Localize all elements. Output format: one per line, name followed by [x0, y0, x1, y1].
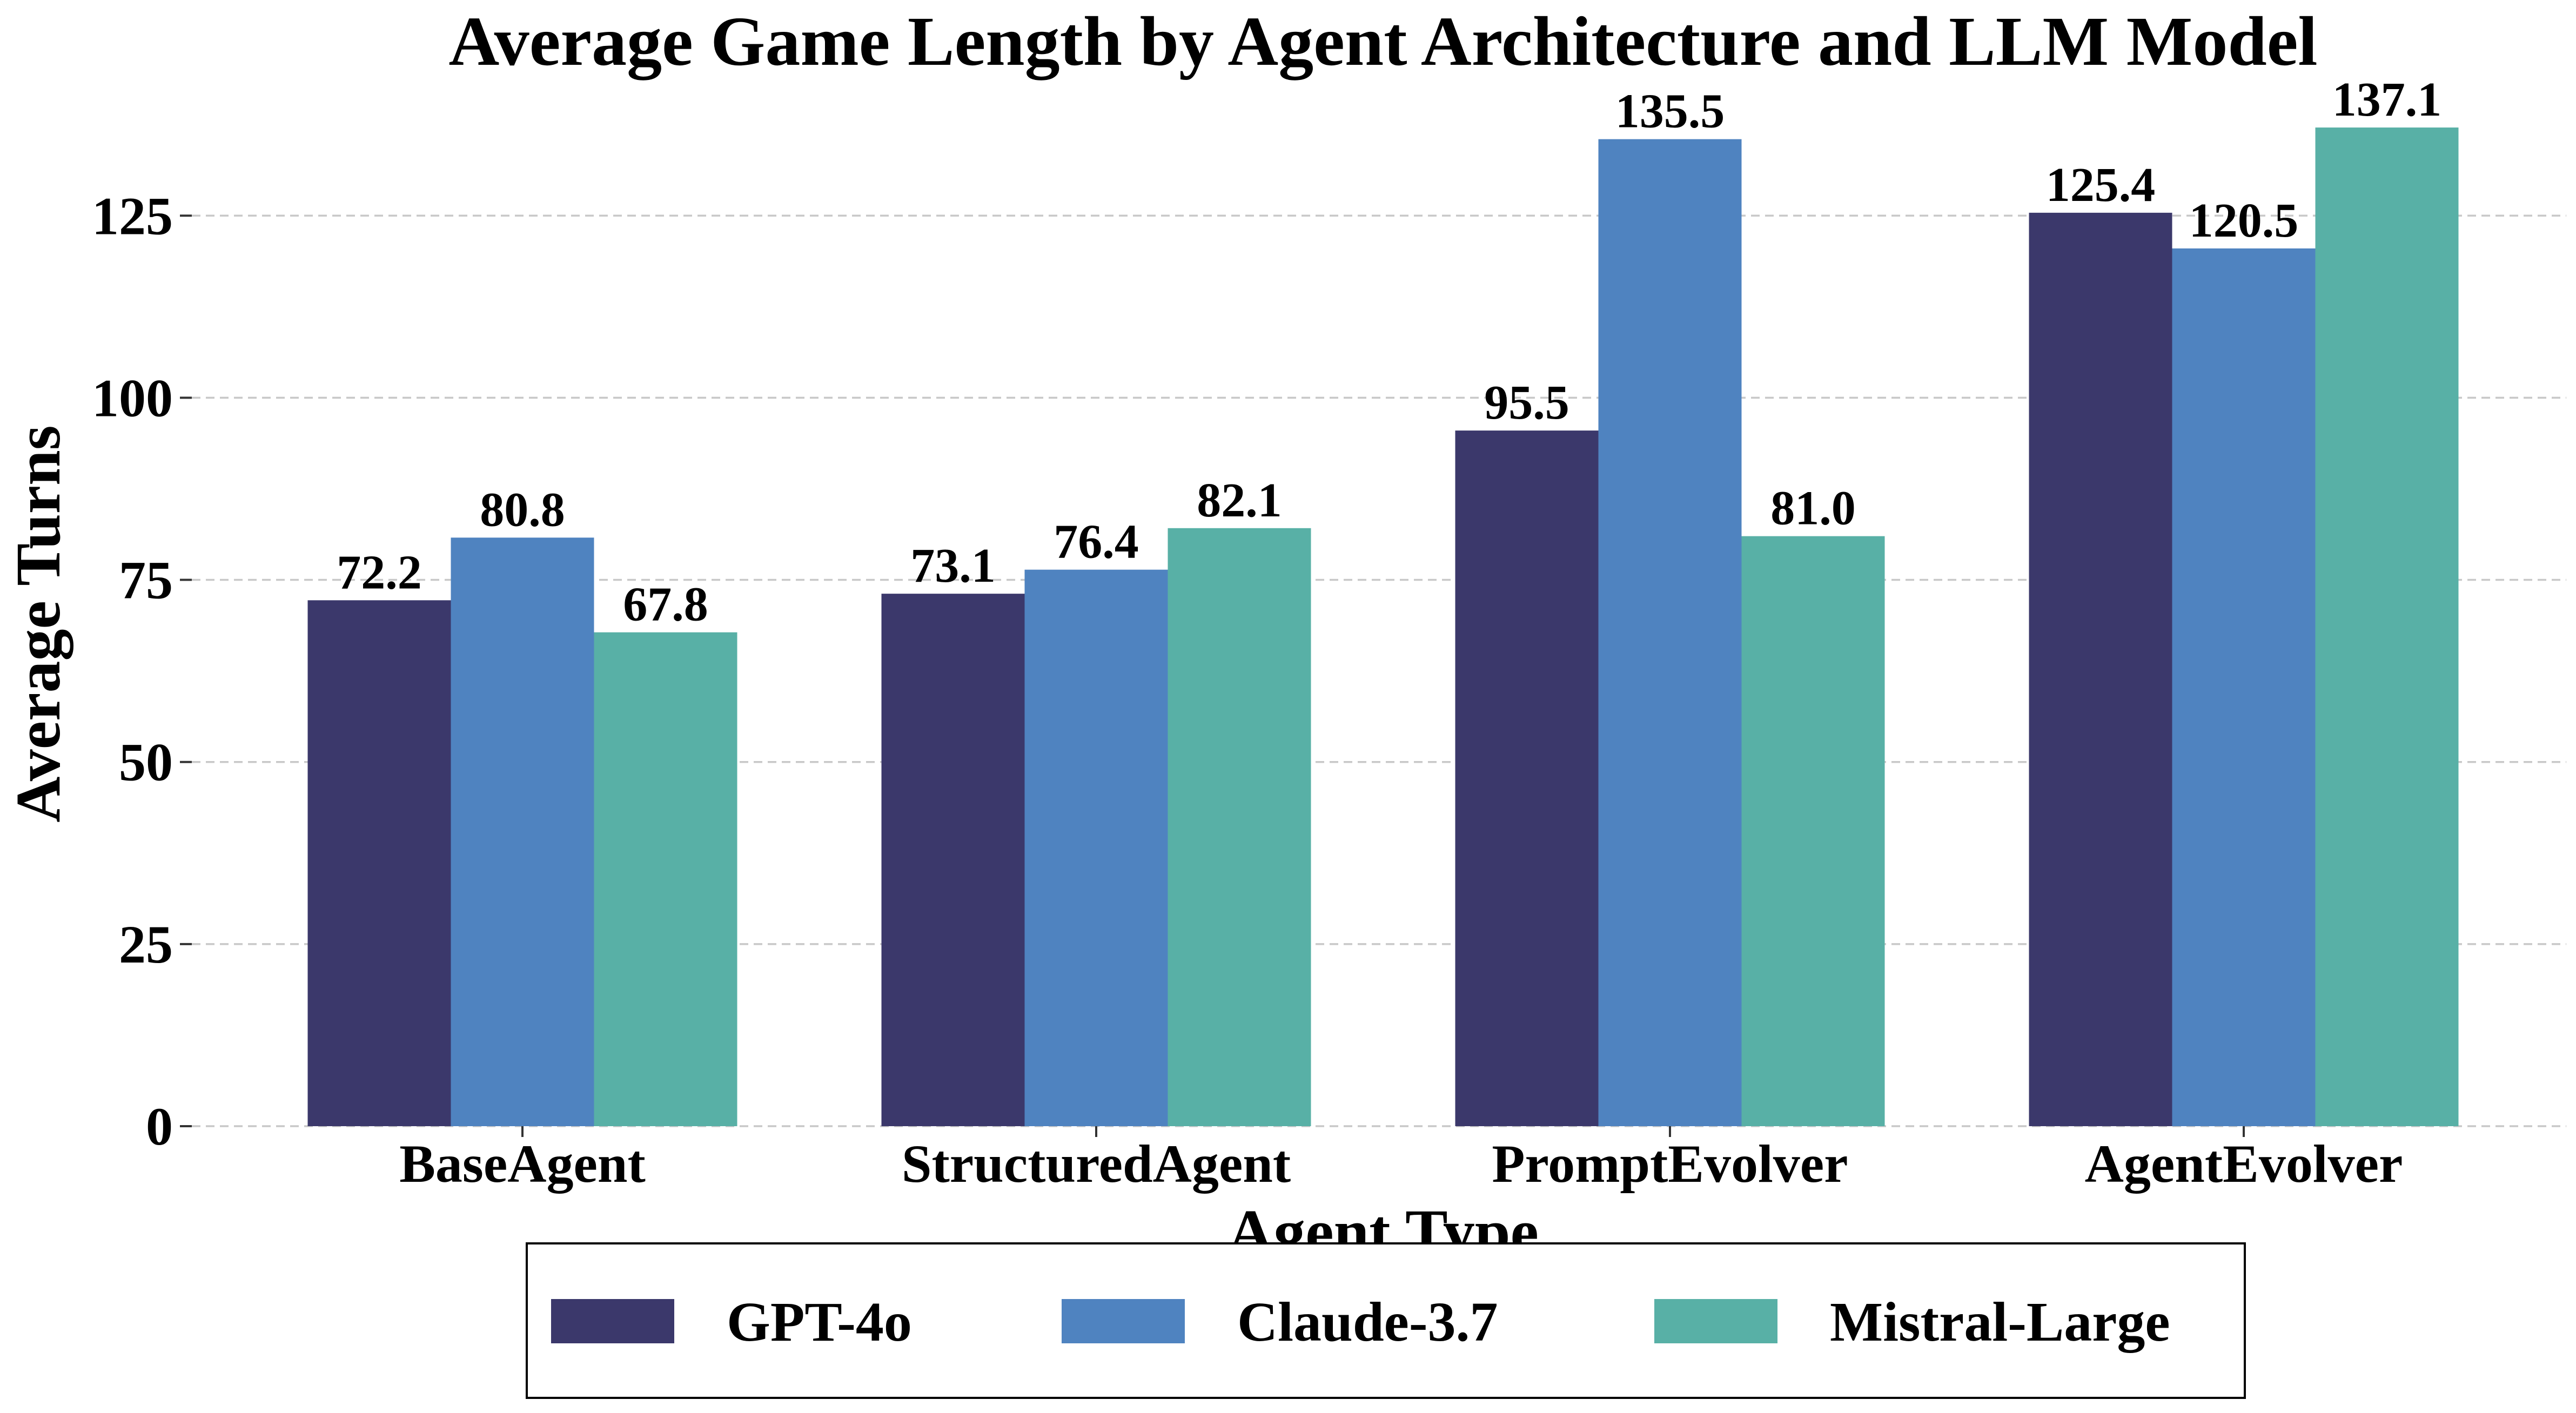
bar-value-label: 76.4	[1054, 515, 1139, 569]
bar	[2315, 127, 2459, 1127]
x-tick-label: StructuredAgent	[902, 1134, 1291, 1194]
bar-value-label: 120.5	[2189, 194, 2299, 247]
bar	[881, 594, 1025, 1126]
bar	[1455, 430, 1599, 1126]
bar-value-label: 67.8	[623, 578, 708, 631]
bar	[1024, 569, 1168, 1126]
legend-label: GPT-4o	[727, 1291, 912, 1353]
chart-title: Average Game Length by Agent Architectur…	[448, 3, 2317, 80]
bar	[451, 537, 594, 1126]
legend-label: Mistral-Large	[1830, 1291, 2170, 1353]
y-tick-label: 125	[92, 186, 173, 246]
y-tick-label: 50	[119, 732, 173, 792]
bar-value-label: 80.8	[480, 483, 565, 536]
x-tick-label: BaseAgent	[399, 1134, 646, 1194]
bar-value-label: 135.5	[1615, 85, 1725, 138]
bar	[594, 632, 737, 1126]
bar	[1168, 528, 1311, 1126]
y-tick-label: 25	[119, 914, 173, 974]
legend-swatch	[1062, 1299, 1185, 1343]
bars	[307, 127, 2459, 1127]
y-tick-label: 0	[146, 1096, 173, 1156]
bar-value-label: 73.1	[910, 539, 996, 593]
y-axis: 0 25 50 75 100 125	[92, 186, 192, 1156]
legend-swatch	[1654, 1299, 1777, 1343]
x-tick-label: AgentEvolver	[2085, 1134, 2403, 1194]
bar-value-label: 125.4	[2046, 158, 2156, 212]
bar-value-label: 95.5	[1484, 376, 1569, 429]
bar	[1598, 139, 1742, 1126]
legend-label: Claude-3.7	[1237, 1291, 1498, 1353]
y-axis-label: Average Turns	[3, 425, 73, 822]
bar	[307, 600, 451, 1126]
bar-value-label: 137.1	[2332, 73, 2442, 126]
legend-frame	[526, 1242, 2246, 1399]
value-labels: 72.2 80.8 67.8 73.1 76.4 82.1 95.5 135.5 81.0 125…	[337, 73, 2441, 631]
bar	[2029, 212, 2172, 1126]
y-tick-label: 100	[92, 368, 173, 428]
legend-swatch	[551, 1299, 674, 1343]
bar-value-label: 82.1	[1197, 474, 1282, 527]
y-tick-label: 75	[119, 550, 173, 610]
x-tick-label: PromptEvolver	[1492, 1134, 1848, 1194]
legend: GPT-4o Claude-3.7 Mistral-Large	[526, 1242, 2246, 1399]
x-axis: BaseAgent StructuredAgent PromptEvolver Age…	[399, 1126, 2403, 1194]
bar	[1741, 536, 1885, 1126]
bar	[2172, 248, 2316, 1127]
bar-value-label: 72.2	[337, 546, 422, 599]
bar-value-label: 81.0	[1770, 482, 1856, 535]
